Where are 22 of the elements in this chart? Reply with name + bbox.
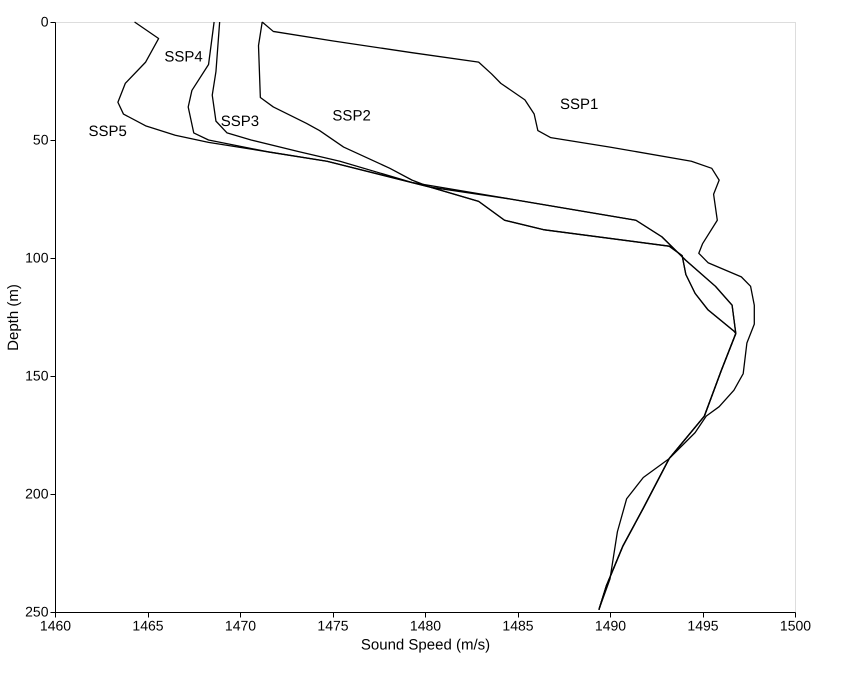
y-tick-label: 250 [25,604,49,620]
y-tick-label: 100 [25,250,49,266]
series-label: SSP4 [164,48,203,66]
x-tick-label: 1485 [502,618,534,634]
x-tick-label: 1475 [317,618,349,634]
series-label: SSP2 [332,107,371,124]
series-label: SSP1 [560,96,598,114]
x-tick-label: 1470 [224,618,256,634]
y-tick-label: 150 [25,368,49,384]
x-tick-label: 1490 [594,618,626,634]
x-tick-label: 1460 [40,618,72,634]
x-tick-label: 1465 [132,618,164,634]
series-label: SSP3 [220,113,260,130]
y-tick-label: 0 [40,14,49,30]
x-axis-title: Sound Speed (m/s) [360,636,490,654]
x-tick-label: 1480 [410,618,442,634]
series-label: SSP5 [88,122,127,140]
y-tick-label: 200 [25,486,49,502]
x-tick-label: 1495 [687,618,719,634]
y-axis-title: Depth (m) [5,284,22,351]
x-tick-label: 1500 [780,618,812,634]
y-tick-label: 50 [32,132,49,148]
